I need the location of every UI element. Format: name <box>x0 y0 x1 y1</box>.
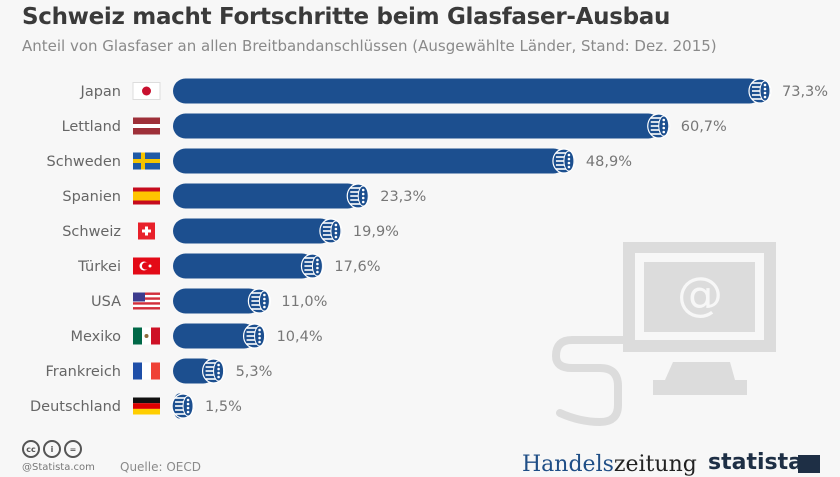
value-label: 5,3% <box>236 364 273 380</box>
flag-switzerland-icon <box>138 222 155 240</box>
value-label: 11,0% <box>281 294 327 310</box>
value-label: 17,6% <box>334 259 380 275</box>
fiber-cable-end-icon <box>242 323 267 349</box>
flag-sweden-icon <box>133 152 160 170</box>
cc-icon: cc <box>22 440 40 458</box>
category-label: Schweden <box>47 154 121 170</box>
value-label: 19,9% <box>353 224 399 240</box>
category-label: Türkei <box>77 259 121 275</box>
statista-logo[interactable]: statista <box>708 450 803 475</box>
category-label: Schweiz <box>62 224 121 240</box>
logo-part-2: zeitung <box>613 452 697 477</box>
bar-row: Spanien 23,3% <box>62 183 426 209</box>
value-label: 48,9% <box>586 154 632 170</box>
bar-row: Lettland 60,7% <box>62 113 727 139</box>
bar <box>173 218 333 244</box>
bar <box>173 323 257 349</box>
fiber-cable-end-icon <box>647 113 671 139</box>
fiber-cable-end-icon <box>319 218 343 244</box>
flag-germany-icon <box>133 397 160 415</box>
handelszeitung-logo[interactable]: Handelszeitung <box>522 452 697 477</box>
category-label: Japan <box>80 84 121 100</box>
source-text: Quelle: OECD <box>120 460 201 474</box>
statista-logo-mark-icon <box>798 455 820 473</box>
bar <box>173 288 262 314</box>
bar-row: Türkei 17,6% <box>77 253 381 279</box>
bar-row: Japan 73,3% <box>80 78 828 104</box>
bar-row: Deutschland 1,5% <box>30 393 242 419</box>
flag-latvia-icon <box>133 117 160 135</box>
value-label: 73,3% <box>782 84 828 100</box>
category-label: USA <box>91 294 121 310</box>
bar-row: Frankreich 5,3% <box>46 358 273 384</box>
no-derivatives-icon: = <box>64 440 82 458</box>
value-label: 60,7% <box>681 119 727 135</box>
category-label: Lettland <box>62 119 121 135</box>
category-label: Mexiko <box>70 329 121 345</box>
fiber-cable-end-icon <box>171 393 195 419</box>
value-label: 10,4% <box>277 329 323 345</box>
bar <box>173 253 315 279</box>
flag-usa-icon <box>133 292 160 310</box>
monitor-stand <box>653 362 747 395</box>
at-symbol: @ <box>677 267 723 321</box>
license-icons: cc i = <box>22 440 82 458</box>
chart-subtitle: Anteil von Glasfaser an allen Breitbanda… <box>22 37 717 55</box>
bar-row: Schweden 48,9% <box>47 148 632 174</box>
bar <box>173 78 762 104</box>
fiber-cable-end-icon <box>346 183 370 209</box>
category-label: Frankreich <box>46 364 121 380</box>
fiber-cable-end-icon <box>300 253 325 279</box>
fiber-cable-end-icon <box>748 78 772 104</box>
value-label: 1,5% <box>205 399 242 415</box>
fiber-cable-end-icon <box>552 148 576 174</box>
category-label: Deutschland <box>30 399 121 415</box>
fiber-cable-end-icon <box>247 288 271 314</box>
bar-row: USA 11,0% <box>91 288 327 314</box>
bar-row: Schweiz 19,9% <box>62 218 399 244</box>
chart-title: Schweiz macht Fortschritte beim Glasfase… <box>22 4 671 30</box>
by-attribution-icon: i <box>43 440 61 458</box>
monitor-screen <box>644 262 755 332</box>
value-label: 23,3% <box>380 189 426 205</box>
bar <box>173 113 661 139</box>
flag-france-icon <box>133 362 160 380</box>
computer-monitor-icon: @ <box>551 242 776 427</box>
flag-turkey-icon <box>133 257 160 275</box>
bar <box>173 148 566 174</box>
flag-spain-icon <box>133 187 160 205</box>
category-label: Spanien <box>62 189 121 205</box>
logo-part-1: Handels <box>522 452 614 477</box>
bar-row: Mexiko 10,4% <box>70 323 323 349</box>
bar <box>173 183 361 209</box>
flag-mexico-icon <box>133 327 160 345</box>
flag-japan-icon <box>132 82 161 100</box>
monitor-cable <box>551 336 627 427</box>
copyright-text[interactable]: @Statista.com <box>22 462 95 473</box>
fiber-cable-end-icon <box>201 358 226 384</box>
